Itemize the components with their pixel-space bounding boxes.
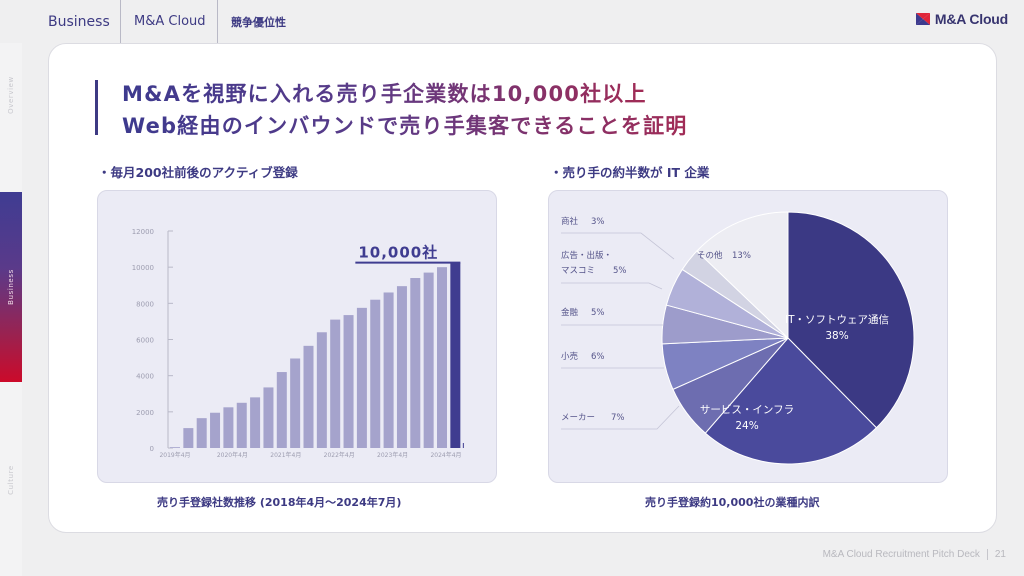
y-tick-label: 2000 [136,409,154,417]
side-nav-item-overview[interactable]: Overview [7,76,15,114]
footer-deck-title: M&A Cloud Recruitment Pitch Deck [822,549,980,560]
bar [410,278,421,448]
title-accent-bar [95,80,98,135]
bar [276,372,287,448]
pie-slice [696,211,789,340]
bar [263,387,274,448]
x-tick-label: 2021年4月 [270,451,301,459]
left-subtitle: ・毎月200社前後のアクティブ登録 [98,165,298,180]
breadcrumb-divider [217,0,218,43]
pie-leader-line [561,232,675,260]
page-number: 21 [994,549,1006,560]
pie-label-name: その他 [697,250,723,261]
bar [396,286,407,448]
footer-divider [986,549,988,560]
brand-logo: M&A Cloud [915,11,1008,27]
pie-label-name: 商社 [561,216,579,227]
bar-highlight [450,262,461,448]
pie-chart: IT・ソフトウェア通信 38% サービス・インフラ 24% その他 13% 商社 3% 広告・出… [561,211,915,465]
bar [210,412,221,448]
bar-chart-panel: 0 2000 4000 6000 8000 10000 12000 2019年4月 2020年4… [97,190,497,483]
y-tick-label: 6000 [136,337,154,345]
pie-slice [787,211,915,429]
pie-label-name-line: マスコミ [561,266,595,276]
bar [437,267,447,448]
pie-label-name: 広告・出版・マスコミ [561,250,612,276]
pie-label-value: 5% [591,308,605,318]
pie-label-value: 5% [613,266,627,276]
pie-label-value: 38% [825,330,848,342]
bar [250,397,261,448]
breadcrumb-ma-cloud[interactable]: M&A Cloud [134,14,206,29]
pie-chart-panel: IT・ソフトウェア通信 38% サービス・インフラ 24% その他 13% 商社 3% 広告・出… [548,190,948,483]
bar [343,315,354,448]
breadcrumb-divider [120,0,121,43]
bar [183,428,194,448]
x-tick-label: 2024年4月 [430,451,461,459]
top-bar: Business M&A Cloud 競争優位性 M&A Cloud [22,0,1024,43]
footer: M&A Cloud Recruitment Pitch Deck 21 [823,549,1006,560]
pie-label-name: 小売 [561,351,579,362]
side-nav-active-section[interactable] [0,192,22,382]
bar [196,418,207,448]
annotation-label: 10,000社 [358,244,438,262]
bar [423,272,434,448]
pie-label-name-line: 広告・出版・ [561,250,612,261]
pie-leader-line [561,282,663,290]
bar [303,345,314,448]
bar [170,447,180,448]
y-tick-label: 10000 [132,264,154,272]
pie-label-name: 金融 [561,307,579,318]
pie-label-value: 24% [735,420,758,432]
pie-chart-caption: 売り手登録約10,000社の業種内訳 [645,496,820,509]
y-tick-label: 12000 [132,228,154,236]
bar [223,407,234,448]
logo-mark-icon [915,13,930,25]
headline-line-1: M&Aを視野に入れる売り手企業数は10,000社以上 [122,78,647,108]
pie-label-name: サービス・インフラ [700,404,794,416]
bar [383,292,394,448]
pie-label-name: IT・ソフトウェア通信 [785,314,889,326]
pie-label-value: 3% [591,217,605,227]
pie-leader-line [561,405,680,430]
right-subtitle: ・売り手の約半数が IT 企業 [550,165,710,180]
pie-label-value: 6% [591,352,605,362]
x-tick-label: 2019年4月 [159,451,190,459]
bar [370,299,381,448]
pie-label-name: メーカー [561,413,595,423]
side-nav-item-culture[interactable]: Culture [7,465,15,495]
bar [316,332,327,448]
bar-chart-caption: 売り手登録社数推移 (2018年4月〜2024年7月) [157,496,402,509]
bar-chart: 0 2000 4000 6000 8000 10000 12000 2019年4月 2020年4… [132,228,464,459]
breadcrumb-business[interactable]: Business [48,13,110,30]
pie-label-value: 7% [611,413,625,423]
y-tick-label: 4000 [136,373,154,381]
x-tick-label: 2020年4月 [217,451,248,459]
pie-label-value: 13% [732,251,751,261]
pie-slice [704,337,878,465]
logo-text: M&A Cloud [934,11,1008,27]
x-tick-label: 2023年4月 [377,451,408,459]
y-tick-label: 8000 [136,300,154,308]
y-tick-label: 0 [150,445,154,453]
side-nav-item-business[interactable]: Business [7,269,15,305]
bar [290,358,301,448]
headline-line-2: Web経由のインバウンドで売り手集客できることを証明 [122,110,687,140]
bar [330,319,341,448]
bar [236,402,247,448]
bar [356,307,367,448]
breadcrumb-competitive-advantage: 競争優位性 [231,15,286,29]
x-tick-label: 2022年4月 [324,451,355,459]
